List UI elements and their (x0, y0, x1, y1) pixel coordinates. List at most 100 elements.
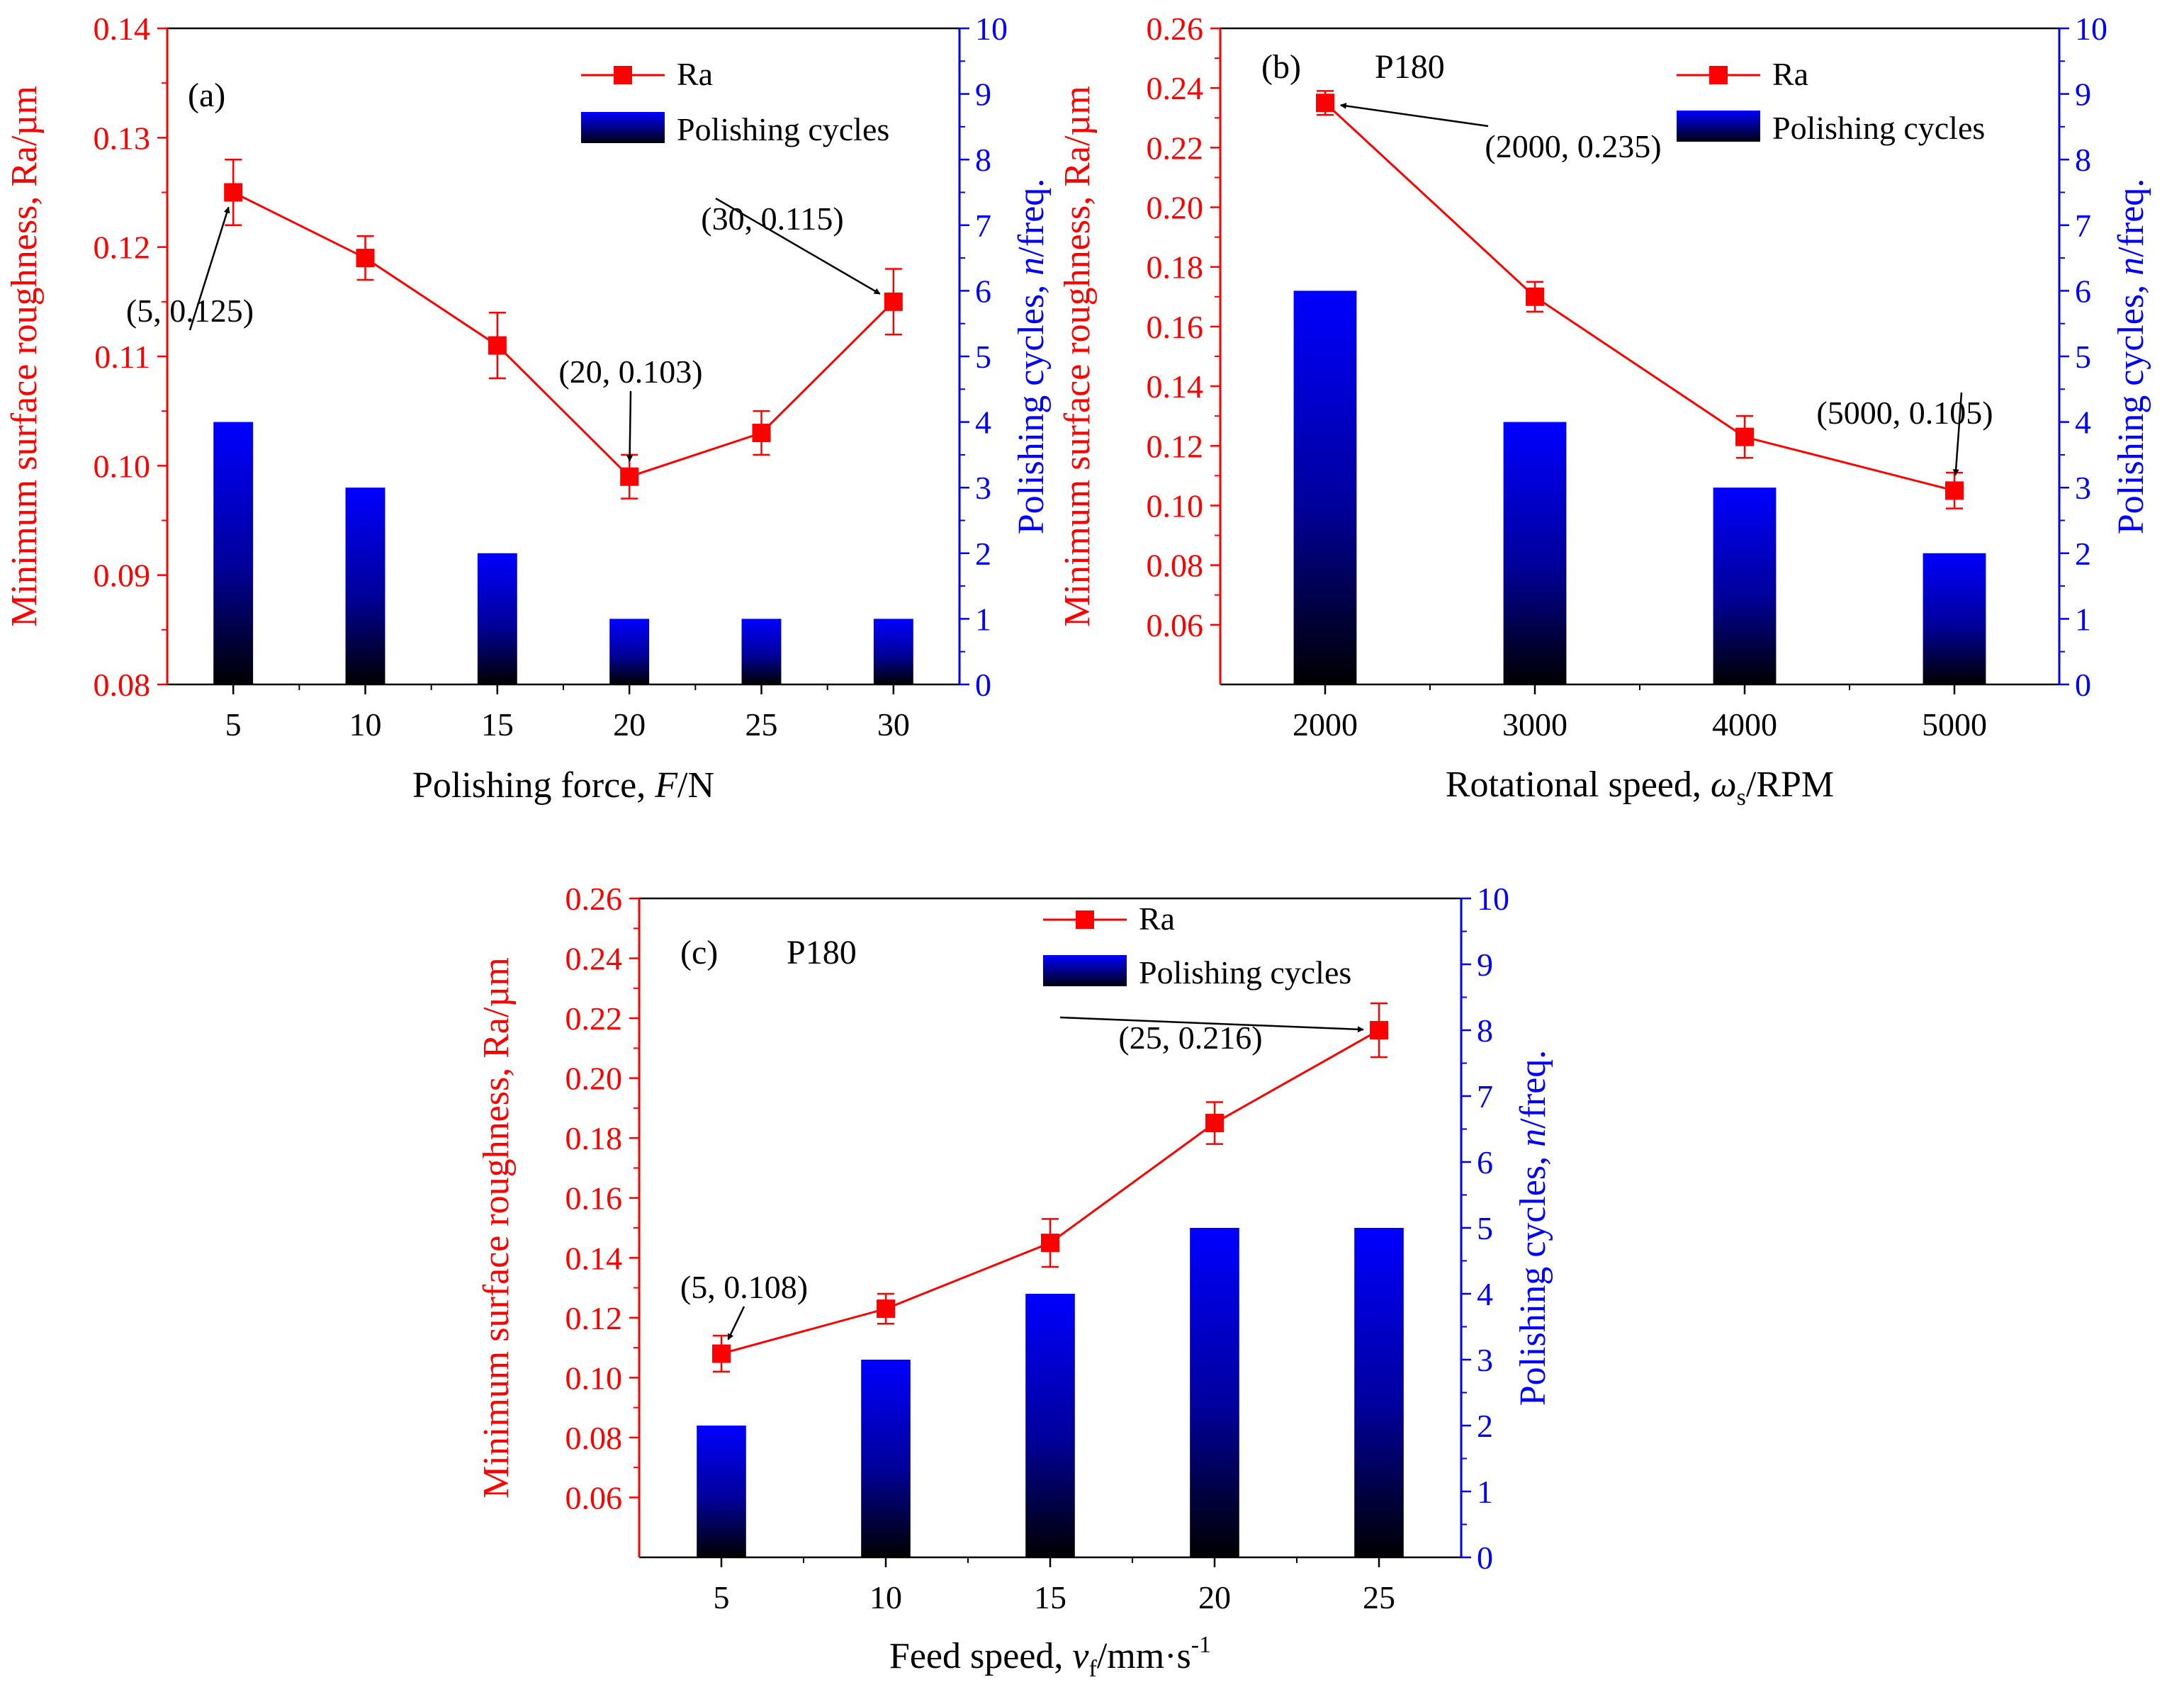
right-y-tick-label: 3 (1477, 1342, 1493, 1378)
left-y-tick-label: 0.22 (1147, 130, 1204, 166)
ra-line (1324, 102, 1955, 492)
left-y-tick-label: 0.08 (565, 1420, 623, 1456)
right-y-tick-label: 2 (2075, 536, 2091, 572)
ra-marker (877, 1299, 895, 1319)
left-y-tick-label: 0.24 (1147, 70, 1204, 106)
left-y-tick-label: 0.09 (94, 558, 151, 594)
right-y-tick-label: 6 (2075, 273, 2091, 309)
right-y-axis-label-variable: n (2111, 257, 2151, 276)
right-y-tick-label: 8 (2075, 142, 2091, 178)
ra-marker (712, 1344, 731, 1363)
left-y-tick-label: 0.14 (94, 11, 151, 47)
x-tick-label: 10 (349, 706, 382, 743)
left-y-axis-label: Minimum surface roughness, Ra/µm (4, 86, 45, 627)
annotation-label: (5, 0.108) (680, 1269, 808, 1305)
annotation-label: (5000, 0.105) (1816, 395, 1993, 431)
right-y-tick-label: 0 (2075, 667, 2091, 703)
left-y-tick-label: 0.26 (565, 881, 623, 917)
left-y-tick-label: 0.16 (1147, 309, 1204, 345)
annotation-arrow (626, 390, 634, 462)
right-y-tick-label: 7 (1477, 1078, 1493, 1115)
bar-polishing-cycles (1293, 290, 1357, 684)
x-axis-label-variable: ω (1711, 764, 1737, 805)
right-y-tick-label: 3 (2075, 470, 2091, 506)
bar-polishing-cycles (213, 422, 254, 684)
ra-marker (884, 292, 903, 311)
right-y-tick-label: 7 (975, 208, 991, 244)
left-y-tick-label: 0.10 (1147, 487, 1204, 524)
right-y-tick-label: 9 (975, 77, 991, 113)
annotation-arrow (1059, 1016, 1364, 1033)
x-axis-label-variable: v (1072, 1636, 1089, 1676)
x-tick-label: 5 (225, 706, 242, 743)
ra-marker (1370, 1021, 1388, 1039)
annotation-label: (2000, 0.235) (1485, 128, 1661, 164)
ra-marker (224, 183, 243, 202)
right-y-axis-label-text: Polishing cycles, (2111, 276, 2151, 534)
bar-polishing-cycles (741, 619, 782, 684)
right-y-tick-label: 5 (2075, 339, 2091, 375)
left-y-tick-label: 0.24 (565, 941, 623, 977)
right-y-axis-label: Polishing cycles, n/freq. (2111, 179, 2151, 535)
ra-marker (1041, 1234, 1059, 1253)
bar-polishing-cycles (1354, 1228, 1404, 1557)
bar-polishing-cycles (1923, 553, 1986, 684)
right-y-axis-label-unit: /freq. (1513, 1050, 1553, 1129)
right-y-tick-label: 6 (1477, 1144, 1493, 1180)
left-y-tick-label: 0.22 (565, 1000, 623, 1037)
x-axis-label: Rotational speed, ωs/RPM (1446, 764, 1834, 811)
left-y-axis-label: Minimum surface roughness, Ra/µm (1057, 86, 1098, 627)
left-y-tick-label: 0.11 (94, 339, 150, 375)
panel-a: 5 10 15 20 25 300.080.090.100.110.120.130.140… (4, 11, 1052, 806)
right-y-axis-label: Polishing cycles, n/freq. (1513, 1050, 1553, 1406)
left-y-axis-label: Minimum surface roughness, Ra/µm (476, 957, 517, 1499)
bar-polishing-cycles (1025, 1294, 1075, 1557)
x-axis-label: Polishing force, F/N (412, 765, 714, 806)
left-y-tick-label: 0.08 (94, 667, 151, 703)
right-y-axis-label: Polishing cycles, n/freq. (1011, 179, 1052, 535)
annotation-arrow (715, 197, 881, 295)
ra-marker (488, 336, 507, 355)
right-y-tick-label: 0 (1477, 1540, 1493, 1576)
right-y-tick-label: 8 (975, 142, 991, 178)
x-axis-label-unit: /mm·s (1097, 1636, 1191, 1676)
right-y-tick-label: 10 (2075, 11, 2107, 47)
right-y-tick-label: 4 (2075, 405, 2091, 441)
panel-label: (a) (188, 77, 225, 114)
right-y-tick-label: 2 (1477, 1408, 1493, 1444)
x-axis-label-subscript: s (1737, 784, 1746, 811)
legend-bar-label: Polishing cycles (1772, 110, 1985, 146)
left-y-tick-label: 0.10 (565, 1360, 623, 1396)
bar-polishing-cycles (1713, 487, 1777, 684)
left-y-tick-label: 0.12 (94, 230, 151, 266)
right-y-tick-label: 1 (975, 601, 991, 637)
ra-marker (1526, 287, 1544, 306)
bar-polishing-cycles (477, 553, 517, 684)
right-y-axis-label-variable: n (1011, 257, 1052, 276)
panel-c: 5 10 15 20 250.060.080.100.120.140.160.180.2… (476, 881, 1553, 1682)
annotation-arrow (188, 206, 230, 331)
ra-marker (356, 249, 375, 268)
bar-polishing-cycles (1190, 1228, 1239, 1557)
right-y-axis-label-text: Polishing cycles, (1011, 276, 1052, 534)
x-axis-label-subscript: f (1089, 1656, 1098, 1682)
x-tick-label: 25 (745, 706, 778, 743)
left-y-tick-label: 0.20 (565, 1061, 623, 1097)
left-y-tick-label: 0.18 (565, 1120, 623, 1156)
left-y-tick-label: 0.12 (565, 1300, 623, 1336)
legend-bar-swatch (1043, 955, 1127, 986)
bar-polishing-cycles (861, 1360, 911, 1557)
panel-label: (c) (680, 934, 718, 971)
panel-note: P180 (787, 934, 857, 971)
right-y-tick-label: 10 (975, 11, 1008, 47)
left-y-tick-label: 0.26 (1147, 11, 1204, 47)
legend-ra-label: Ra (1772, 56, 1808, 92)
bar-polishing-cycles (1503, 422, 1567, 684)
bar-polishing-cycles (697, 1426, 746, 1557)
right-y-tick-label: 4 (1477, 1276, 1493, 1312)
ra-line (232, 191, 894, 478)
x-tick-label: 25 (1363, 1579, 1395, 1615)
annotation-arrow (727, 1306, 745, 1341)
right-y-tick-label: 9 (1477, 947, 1493, 983)
